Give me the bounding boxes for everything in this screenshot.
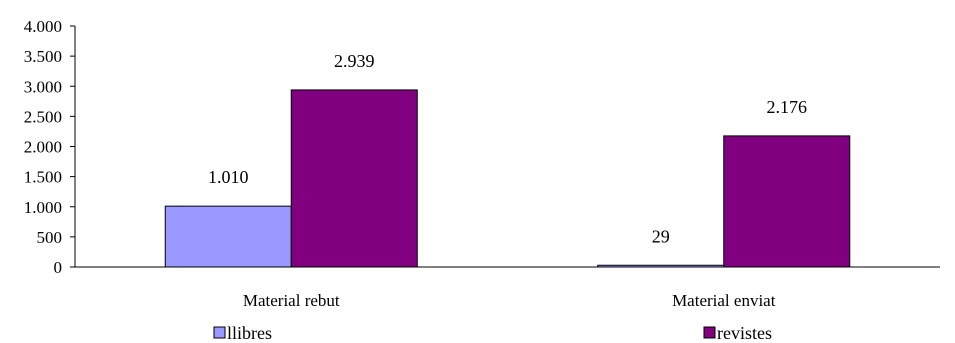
bar-llibres-0 bbox=[164, 205, 292, 268]
category-label: Material enviat bbox=[672, 291, 776, 310]
legend-swatch bbox=[213, 326, 226, 339]
y-tick-label: 2.000 bbox=[24, 138, 62, 157]
y-tick-label: 2.500 bbox=[24, 107, 62, 126]
y-tick-label: 1.000 bbox=[24, 198, 62, 217]
y-tick-label: 3.000 bbox=[24, 77, 62, 96]
legend-label: revistes bbox=[717, 323, 772, 343]
bar-revistes-0 bbox=[290, 89, 418, 268]
legend-swatch bbox=[703, 326, 716, 339]
category-label: Material rebut bbox=[243, 291, 340, 310]
y-tick-label: 0 bbox=[54, 258, 63, 277]
data-label: 2.939 bbox=[334, 51, 375, 71]
y-tick-label: 3.500 bbox=[24, 47, 62, 66]
y-tick-label: 1.500 bbox=[24, 168, 62, 187]
bar-revistes-1 bbox=[723, 135, 851, 268]
data-label: 1.010 bbox=[208, 167, 249, 187]
y-tick-label: 500 bbox=[37, 228, 63, 247]
data-label: 29 bbox=[652, 226, 670, 246]
data-label: 2.176 bbox=[767, 97, 808, 117]
bar-llibres-1 bbox=[597, 264, 725, 268]
legend-label: llibres bbox=[227, 323, 272, 343]
y-tick-label: 4.000 bbox=[24, 17, 62, 36]
